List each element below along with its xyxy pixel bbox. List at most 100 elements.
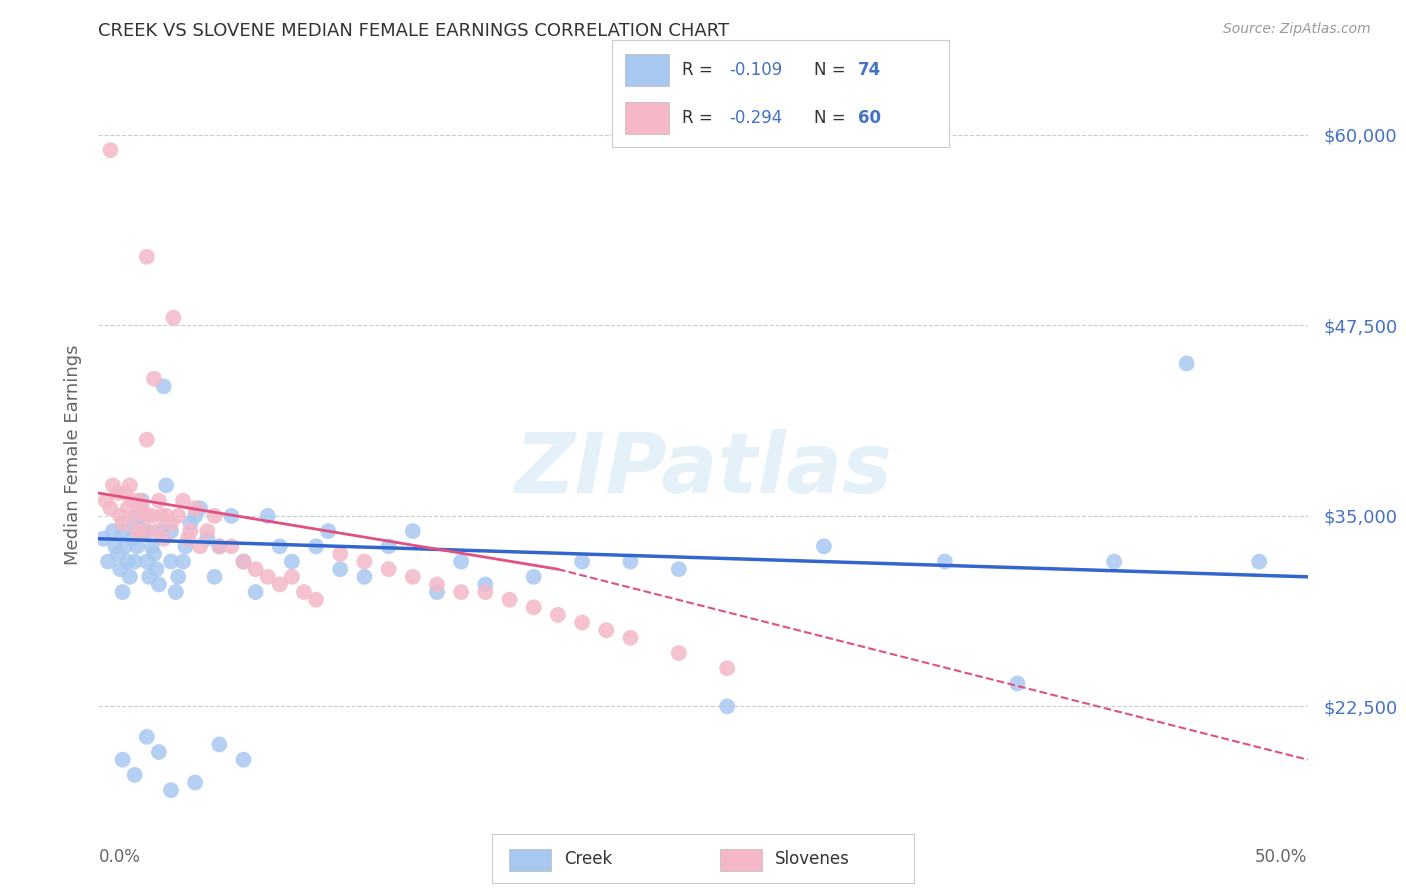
Point (353, 555, 375, 569)
Point (104, 539, 127, 553)
Point (107, 486, 129, 500)
Point (184, 508, 207, 523)
Point (177, 532, 200, 546)
Point (100, 143, 122, 157)
Point (152, 379, 174, 393)
Point (111, 753, 134, 767)
Point (174, 539, 197, 553)
Point (148, 745, 170, 759)
Point (91, 532, 114, 546)
FancyBboxPatch shape (509, 849, 551, 871)
Point (117, 501, 139, 516)
Point (619, 555, 641, 569)
Point (498, 592, 520, 607)
Point (377, 562, 399, 576)
Point (305, 539, 328, 553)
Point (167, 570, 190, 584)
Point (155, 508, 177, 523)
Point (353, 570, 375, 584)
Point (245, 585, 267, 599)
Text: -0.109: -0.109 (730, 62, 783, 79)
Point (1175, 356, 1198, 371)
Point (128, 508, 150, 523)
Point (305, 592, 328, 607)
Text: 60: 60 (858, 110, 882, 128)
Point (269, 577, 291, 591)
Point (150, 524, 173, 538)
Text: 0.0%: 0.0% (98, 848, 141, 866)
Point (135, 555, 157, 569)
Point (145, 524, 167, 538)
Point (269, 539, 291, 553)
Point (134, 524, 156, 538)
Point (165, 585, 187, 599)
Point (208, 539, 231, 553)
Text: 50.0%: 50.0% (1256, 848, 1308, 866)
Point (204, 570, 226, 584)
Point (160, 524, 183, 538)
Text: R =: R = (682, 110, 718, 128)
Point (167, 508, 190, 523)
Point (232, 753, 254, 767)
Point (245, 562, 267, 576)
Point (523, 600, 546, 615)
Point (143, 372, 166, 386)
Point (124, 508, 146, 523)
Point (135, 433, 157, 447)
Point (204, 508, 226, 523)
Point (131, 501, 153, 516)
Point (108, 562, 131, 576)
Point (143, 547, 166, 561)
Point (124, 516, 146, 531)
Text: -0.294: -0.294 (730, 110, 783, 128)
Point (184, 775, 207, 789)
Point (114, 486, 136, 500)
Point (329, 562, 352, 576)
Point (135, 250, 157, 264)
Point (128, 493, 150, 508)
Point (127, 524, 149, 538)
Point (107, 547, 129, 561)
Point (94, 493, 117, 508)
Point (141, 508, 163, 523)
Point (232, 555, 254, 569)
Point (162, 310, 184, 325)
Point (141, 539, 163, 553)
Point (450, 555, 472, 569)
Point (450, 585, 472, 599)
Text: 74: 74 (858, 62, 882, 79)
Point (595, 623, 617, 637)
Point (172, 493, 194, 508)
Point (118, 478, 141, 492)
Point (474, 585, 496, 599)
Point (160, 783, 183, 797)
Point (135, 730, 157, 744)
Point (402, 524, 425, 538)
Point (1249, 555, 1271, 569)
Point (523, 570, 546, 584)
Point (179, 516, 201, 531)
Point (329, 547, 352, 561)
Point (118, 570, 141, 584)
Text: Creek: Creek (564, 849, 612, 868)
Point (101, 524, 124, 538)
FancyBboxPatch shape (720, 849, 762, 871)
Point (292, 585, 315, 599)
Point (716, 699, 738, 714)
Point (135, 524, 157, 538)
Point (426, 577, 449, 591)
Point (281, 570, 304, 584)
Point (111, 524, 134, 538)
Point (117, 555, 139, 569)
Point (111, 585, 134, 599)
Point (150, 508, 173, 523)
Point (184, 501, 207, 516)
Point (208, 539, 231, 553)
Point (221, 539, 243, 553)
Y-axis label: Median Female Earnings: Median Female Earnings (63, 344, 82, 566)
Text: ZIPatlas: ZIPatlas (515, 429, 891, 510)
Text: CREEK VS SLOVENE MEDIAN FEMALE EARNINGS CORRELATION CHART: CREEK VS SLOVENE MEDIAN FEMALE EARNINGS … (98, 22, 730, 40)
Point (135, 508, 157, 523)
Point (111, 516, 134, 531)
Point (813, 539, 835, 553)
